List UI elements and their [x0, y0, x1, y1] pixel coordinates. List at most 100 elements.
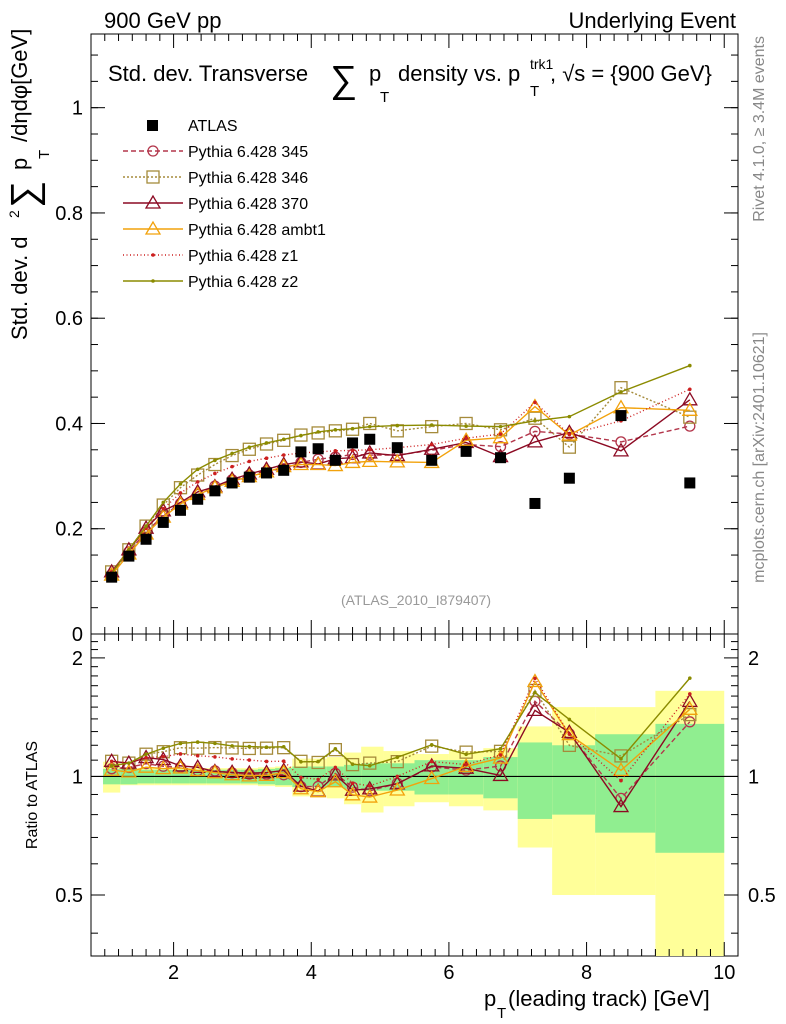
data-point-atlas	[391, 442, 403, 454]
ratio-point-346	[311, 755, 325, 770]
x-tick-label: 2	[168, 962, 179, 984]
ratio-point-370	[189, 759, 206, 773]
ratio-point-z2	[109, 763, 114, 768]
y-label-part-2: /dηdφ[GeV]	[7, 29, 32, 142]
ratio-point-ambt1	[189, 762, 206, 777]
data-point-atlas	[615, 410, 627, 422]
series-point-z2	[230, 451, 234, 456]
ratio-point-z1	[195, 753, 200, 758]
ratio-y-tick-label-right: 0.5	[748, 885, 776, 907]
plot-title-sub-t: T	[380, 89, 389, 106]
data-point-atlas	[684, 477, 696, 489]
series-point-346	[683, 410, 697, 424]
plot-title-part-2: density vs. p	[398, 61, 520, 86]
series-point-346	[459, 416, 473, 431]
series-point-z2	[247, 445, 252, 449]
ratio-point-z2	[333, 746, 338, 751]
ratio-point-370	[361, 780, 378, 795]
series-point-346	[425, 419, 439, 434]
series-line-370	[111, 399, 691, 573]
series-point-345	[615, 436, 627, 448]
ratio-point-346	[277, 741, 291, 755]
ratio-point-z1	[230, 757, 234, 761]
legend-label-370: Pythia 6.428 370	[188, 196, 308, 213]
ratio-point-z1	[619, 778, 623, 783]
series-point-z2	[299, 433, 303, 438]
series-point-ambt1	[310, 456, 327, 471]
ratio-point-ambt1	[172, 759, 189, 774]
ratio-series	[103, 673, 698, 813]
header-left: 900 GeV pp	[104, 8, 221, 33]
ratio-point-ambt1	[103, 761, 120, 776]
series-point-370	[526, 433, 544, 448]
data-point-atlas	[426, 454, 438, 466]
series-point-z1	[264, 456, 269, 461]
ratio-point-z2	[144, 752, 148, 757]
ratio-point-z2	[299, 759, 303, 764]
ratio-point-z1	[264, 759, 269, 764]
data-point-atlas	[123, 550, 135, 562]
ratio-point-z1	[395, 774, 400, 779]
ratio-point-z2	[247, 744, 252, 749]
ratio-band-inner	[655, 723, 725, 853]
ratio-point-ambt1	[120, 763, 137, 778]
data-point-atlas	[347, 437, 359, 449]
ratio-point-ambt1	[275, 764, 292, 779]
series-point-z2	[688, 363, 692, 368]
ratio-point-z1	[429, 759, 434, 764]
side-label-rivet: Rivet 4.1.0, ≥ 3.4M events	[751, 36, 768, 222]
ratio-point-370	[241, 764, 258, 779]
ratio-band-inner	[483, 757, 518, 799]
ratio-point-370	[120, 754, 137, 769]
ratio-y-axis-label: Ratio to ATLAS	[24, 741, 41, 849]
ratio-y-tick-label: 0.5	[55, 885, 83, 907]
plot-title: Std. dev. Transverse ∑ p T density vs. p…	[108, 56, 712, 106]
ratio-point-z1	[161, 754, 166, 759]
series-point-z1	[533, 400, 537, 405]
data-point-atlas	[106, 571, 118, 583]
ratio-point-370	[389, 775, 406, 790]
series-point-ambt1	[361, 453, 378, 468]
ratio-point-370	[327, 766, 344, 781]
ratio-point-z2	[464, 752, 468, 757]
series-point-z1	[281, 453, 286, 457]
legend-marker-ambt1	[144, 220, 162, 235]
legend-label-346: Pythia 6.428 346	[188, 170, 308, 187]
ratio-point-ambt1	[457, 758, 475, 773]
x-tick-label: 10	[713, 962, 735, 984]
series-point-346	[294, 428, 308, 442]
series-point-370	[389, 447, 406, 462]
series-point-z2	[333, 427, 338, 432]
x-tick-label: 6	[443, 962, 454, 984]
data-point-atlas	[495, 452, 507, 464]
ratio-point-z1	[299, 775, 303, 780]
series-point-z1	[567, 432, 572, 437]
ratio-point-z2	[350, 762, 355, 766]
x-axis-label: p T (leading track) [GeV]	[484, 986, 710, 1022]
ratio-point-ambt1	[137, 758, 155, 773]
ratio-point-346	[225, 741, 239, 755]
series-point-z2	[567, 414, 572, 419]
legend-marker-z1	[151, 253, 155, 257]
ratio-point-ambt1	[344, 786, 361, 801]
series-point-370	[361, 444, 378, 459]
ratio-point-z2	[567, 717, 572, 722]
y-axis-label: Std. dev. d 2 ∑ p T /dηdφ[GeV]	[4, 29, 53, 340]
data-point-atlas	[529, 497, 541, 509]
ratio-point-370	[172, 757, 189, 772]
series-point-z1	[350, 448, 355, 453]
ratio-point-345	[684, 716, 696, 728]
ratio-point-ambt1	[327, 773, 344, 788]
plot-title-p: p	[369, 61, 381, 86]
plot-title-part-1: Std. dev. Transverse	[108, 61, 308, 86]
ratio-point-z2	[619, 757, 623, 761]
x-tick-label: 4	[306, 962, 317, 984]
ratio-point-370	[681, 693, 698, 708]
axes: 0 0.2 0.4 0.6 0.8 1 2 4 6 8 10 0.5 0.5 1 1 2 2	[55, 34, 776, 984]
legend-label-ambt1: Pythia 6.428 ambt1	[188, 222, 326, 239]
ratio-point-370	[258, 764, 275, 779]
series-point-ambt1	[681, 402, 698, 416]
ratio-point-z1	[281, 759, 286, 764]
data-point-atlas	[278, 464, 290, 476]
ratio-point-z1	[464, 762, 468, 767]
